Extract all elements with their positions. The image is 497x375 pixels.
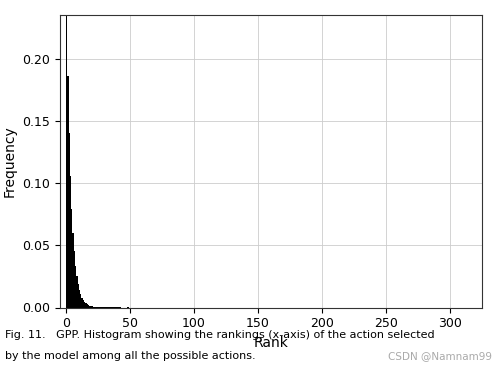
Bar — [75, 266, 76, 308]
Bar — [71, 209, 73, 308]
Bar — [80, 294, 82, 307]
Bar — [67, 76, 69, 307]
Bar — [73, 233, 74, 308]
Bar — [94, 307, 95, 308]
Bar — [70, 176, 71, 308]
Bar — [89, 306, 90, 308]
Bar — [95, 307, 97, 308]
Bar — [66, 0, 67, 308]
Text: Fig. 11.   GPP. Histogram showing the rankings (x-axis) of the action selected: Fig. 11. GPP. Histogram showing the rank… — [5, 330, 434, 340]
Bar — [74, 251, 75, 308]
Bar — [69, 133, 70, 308]
Bar — [90, 306, 91, 308]
Y-axis label: Frequency: Frequency — [2, 125, 16, 197]
Text: by the model among all the possible actions.: by the model among all the possible acti… — [5, 351, 255, 361]
Bar — [82, 298, 83, 307]
Bar — [88, 305, 89, 308]
Bar — [85, 303, 86, 307]
Bar — [84, 302, 85, 307]
Text: CSDN @Namnam99: CSDN @Namnam99 — [388, 351, 492, 361]
Bar — [78, 284, 79, 308]
Bar — [76, 276, 78, 308]
Bar — [93, 307, 94, 308]
Bar — [79, 290, 80, 308]
Bar — [91, 306, 93, 308]
Bar — [83, 300, 84, 307]
Bar — [86, 304, 88, 307]
X-axis label: Rank: Rank — [253, 336, 288, 350]
